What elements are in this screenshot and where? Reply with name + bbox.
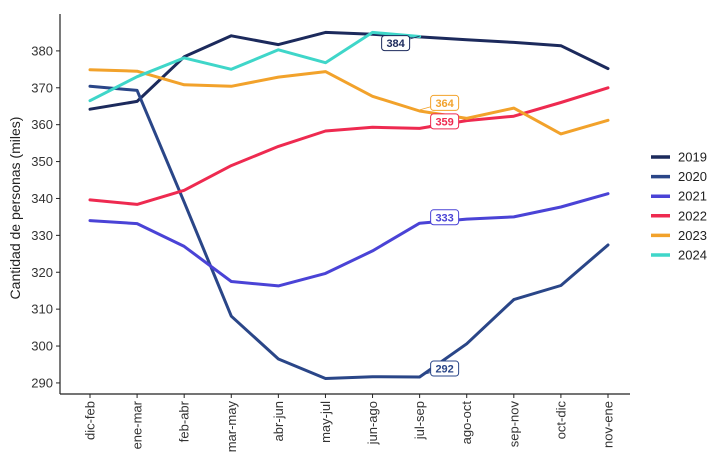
data-label-box xyxy=(381,35,411,52)
legend-label: 2021 xyxy=(678,189,707,204)
x-axis-ticks: dic-feb ene-mar feb-abr mar-may abr-jun may-j… xyxy=(83,394,615,453)
data-label-box xyxy=(430,209,460,226)
y-tick-label: 340 xyxy=(31,191,53,206)
x-tick-label: mar-may xyxy=(224,401,239,453)
x-tick-label: feb-abr xyxy=(177,400,192,442)
data-label: 359 xyxy=(419,113,460,130)
data-labels: 384 364 359 333 292 xyxy=(381,35,460,377)
legend-item: 2022 xyxy=(651,208,707,223)
data-label-value: 333 xyxy=(435,212,453,224)
data-label-box xyxy=(430,360,460,377)
legend-item: 2023 xyxy=(651,228,707,243)
y-tick-label: 370 xyxy=(31,80,53,95)
y-tick-label: 320 xyxy=(31,265,53,280)
data-label: 384 xyxy=(381,35,420,52)
data-label-value: 292 xyxy=(435,364,453,376)
series-line-2019 xyxy=(88,30,610,111)
x-tick-label: dic-feb xyxy=(83,401,98,440)
axes xyxy=(59,14,630,395)
y-axis-ticks: 290 300 310 320 330 340 350 360 370 380 xyxy=(31,43,60,390)
x-tick-label: jul-sep xyxy=(412,401,427,440)
y-tick-label: 310 xyxy=(31,302,53,317)
y-tick-label: 380 xyxy=(31,43,53,58)
legend-label: 2023 xyxy=(678,228,707,243)
series-line-2024 xyxy=(88,30,422,103)
series-line-2022 xyxy=(88,86,610,206)
x-tick-label: ene-mar xyxy=(130,400,145,449)
series-line-2021 xyxy=(88,192,610,288)
data-label-value: 384 xyxy=(386,38,405,50)
legend-label: 2019 xyxy=(678,150,707,165)
legend-item: 2019 xyxy=(651,150,707,165)
legend-label: 2020 xyxy=(678,169,707,184)
legend-item: 2021 xyxy=(651,189,707,204)
y-axis-title: Cantidad de personas (miles) xyxy=(7,117,23,300)
data-label-box xyxy=(430,113,460,130)
x-tick-label: oct-dic xyxy=(553,401,568,440)
data-label: 333 xyxy=(419,209,460,226)
x-tick-label: ago-oct xyxy=(459,401,474,445)
y-tick-label: 330 xyxy=(31,228,53,243)
y-tick-label: 360 xyxy=(31,117,53,132)
legend: 2019 2020 2021 2022 2023 2024 xyxy=(651,150,707,263)
data-label-value: 364 xyxy=(435,98,454,110)
legend-label: 2022 xyxy=(678,208,707,223)
x-tick-label: jun-ago xyxy=(365,401,380,445)
legend-label: 2024 xyxy=(678,248,707,263)
y-tick-label: 290 xyxy=(31,375,53,390)
y-tick-label: 300 xyxy=(31,339,53,354)
legend-item: 2024 xyxy=(651,248,707,263)
series-line-2023 xyxy=(88,68,610,136)
x-tick-label: nov-ene xyxy=(600,401,615,448)
x-tick-label: abr-jun xyxy=(271,401,286,441)
series-lines xyxy=(88,30,610,380)
y-tick-label: 350 xyxy=(31,154,53,169)
series-line-2020 xyxy=(88,84,610,380)
data-label: 292 xyxy=(419,360,460,377)
legend-item: 2020 xyxy=(651,169,707,184)
data-label-value: 359 xyxy=(435,116,453,128)
data-label-box xyxy=(430,94,460,111)
data-label: 364 xyxy=(419,94,460,111)
x-tick-label: sep-nov xyxy=(506,401,521,448)
x-tick-label: may-jul xyxy=(318,401,333,443)
